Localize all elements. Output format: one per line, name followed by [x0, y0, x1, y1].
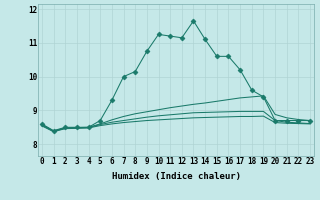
X-axis label: Humidex (Indice chaleur): Humidex (Indice chaleur): [111, 172, 241, 181]
